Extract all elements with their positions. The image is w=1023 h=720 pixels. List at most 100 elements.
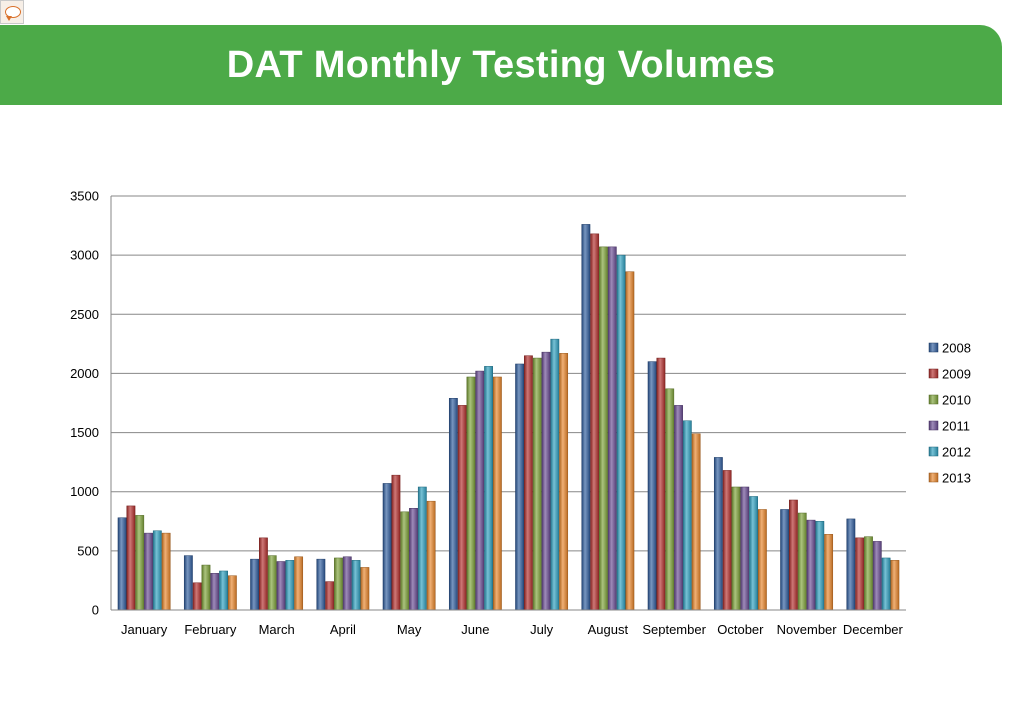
legend-label-2012: 2012 xyxy=(942,445,971,460)
page-title: DAT Monthly Testing Volumes xyxy=(226,43,776,86)
legend-swatch-2011 xyxy=(928,420,939,431)
bar-november-2011 xyxy=(806,519,816,611)
legend-swatch-2009 xyxy=(928,368,939,379)
bar-november-2013 xyxy=(824,534,834,611)
bar-september-2013 xyxy=(691,433,701,611)
bar-august-2010 xyxy=(599,246,608,611)
y-tick-label: 1500 xyxy=(70,425,99,440)
legend: 2008 2009 2010 2011 2012 2013 xyxy=(928,341,971,486)
bar-april-2009 xyxy=(325,581,335,611)
legend-label-2009: 2009 xyxy=(942,367,971,382)
bar-september-2010 xyxy=(665,388,675,611)
bar-june-2012 xyxy=(484,366,493,611)
bar-march-2011 xyxy=(276,561,286,611)
legend-swatch-2013 xyxy=(928,472,939,483)
bar-september-2009 xyxy=(656,357,666,611)
bar-january-2008 xyxy=(117,517,127,611)
bar-february-2013 xyxy=(227,575,237,611)
x-tick-label-september: September xyxy=(642,622,706,637)
y-tick-label: 3000 xyxy=(70,248,99,263)
bar-october-2013 xyxy=(757,509,767,611)
y-tick-label: 2000 xyxy=(70,366,99,381)
bar-april-2008 xyxy=(316,558,326,611)
bar-january-2013 xyxy=(161,532,171,611)
bar-january-2011 xyxy=(144,532,153,611)
bar-july-2011 xyxy=(541,351,551,611)
bar-april-2011 xyxy=(342,556,352,611)
gridlines xyxy=(111,195,906,552)
bar-february-2009 xyxy=(192,582,202,611)
bar-may-2009 xyxy=(391,474,401,611)
legend-swatch-2008 xyxy=(928,342,939,353)
x-tick-label-november: November xyxy=(777,622,838,637)
bar-july-2013 xyxy=(559,353,569,611)
bar-november-2012 xyxy=(815,521,825,611)
bar-march-2012 xyxy=(285,560,295,611)
bar-august-2011 xyxy=(607,246,617,611)
legend-swatch-2010 xyxy=(928,394,939,405)
x-tick-label-june: June xyxy=(461,622,489,637)
bars xyxy=(117,224,900,611)
x-tick-label-december: December xyxy=(843,622,904,637)
x-tick-label-april: April xyxy=(330,622,356,637)
legend-label-2011: 2011 xyxy=(942,419,970,434)
bar-may-2011 xyxy=(409,508,418,611)
bar-march-2013 xyxy=(294,556,304,611)
bar-may-2013 xyxy=(426,500,436,611)
bar-july-2008 xyxy=(515,363,525,611)
bar-december-2009 xyxy=(855,537,865,611)
bar-november-2010 xyxy=(797,512,807,611)
x-tick-label-may: May xyxy=(397,622,422,637)
bar-october-2009 xyxy=(722,470,732,611)
bar-august-2009 xyxy=(590,233,600,611)
bar-may-2008 xyxy=(382,483,392,611)
y-tick-label: 0 xyxy=(92,603,99,618)
bar-november-2009 xyxy=(789,499,798,611)
bar-september-2011 xyxy=(674,405,683,611)
legend-label-2008: 2008 xyxy=(942,341,971,356)
bar-september-2008 xyxy=(647,361,657,611)
legend-swatch-2012 xyxy=(928,446,939,457)
bar-december-2012 xyxy=(881,557,891,611)
bar-november-2008 xyxy=(780,509,790,611)
x-tick-label-august: August xyxy=(588,622,629,637)
bar-october-2012 xyxy=(749,496,758,611)
bar-may-2012 xyxy=(417,486,427,611)
speech-bubble-icon[interactable] xyxy=(0,0,24,24)
legend-label-2010: 2010 xyxy=(942,393,971,408)
bar-august-2013 xyxy=(625,271,635,611)
axes: 0 500 1000 1500 2000 2500 3000 3500 January Febru… xyxy=(70,189,906,637)
bar-july-2012 xyxy=(550,338,560,611)
bar-december-2011 xyxy=(872,541,882,611)
bar-july-2010 xyxy=(532,357,542,611)
bar-august-2012 xyxy=(616,254,626,611)
bar-december-2013 xyxy=(890,560,900,611)
x-tick-label-february: February xyxy=(184,622,237,637)
bar-january-2012 xyxy=(152,530,162,611)
bar-december-2010 xyxy=(864,536,873,611)
title-banner: DAT Monthly Testing Volumes xyxy=(0,25,1002,105)
bar-march-2008 xyxy=(250,558,260,611)
bar-april-2012 xyxy=(351,560,361,611)
x-tick-label-march: March xyxy=(259,622,295,637)
bar-june-2013 xyxy=(492,376,502,611)
bar-march-2009 xyxy=(259,537,268,611)
x-tick-label-january: January xyxy=(121,622,168,637)
bar-september-2012 xyxy=(682,420,692,611)
bar-february-2010 xyxy=(201,564,211,611)
y-tick-label: 1000 xyxy=(70,484,99,499)
bar-october-2010 xyxy=(731,486,741,611)
bar-june-2010 xyxy=(466,376,476,611)
bar-june-2011 xyxy=(475,370,485,611)
bar-december-2008 xyxy=(846,518,856,611)
bar-july-2009 xyxy=(524,355,533,611)
y-tick-label: 2500 xyxy=(70,307,99,322)
x-tick-label-july: July xyxy=(530,622,554,637)
bar-june-2009 xyxy=(457,405,467,611)
legend-label-2013: 2013 xyxy=(942,471,971,486)
bar-may-2010 xyxy=(400,511,410,611)
bar-april-2010 xyxy=(334,557,343,611)
bar-february-2012 xyxy=(219,570,228,611)
x-tick-label-october: October xyxy=(717,622,764,637)
